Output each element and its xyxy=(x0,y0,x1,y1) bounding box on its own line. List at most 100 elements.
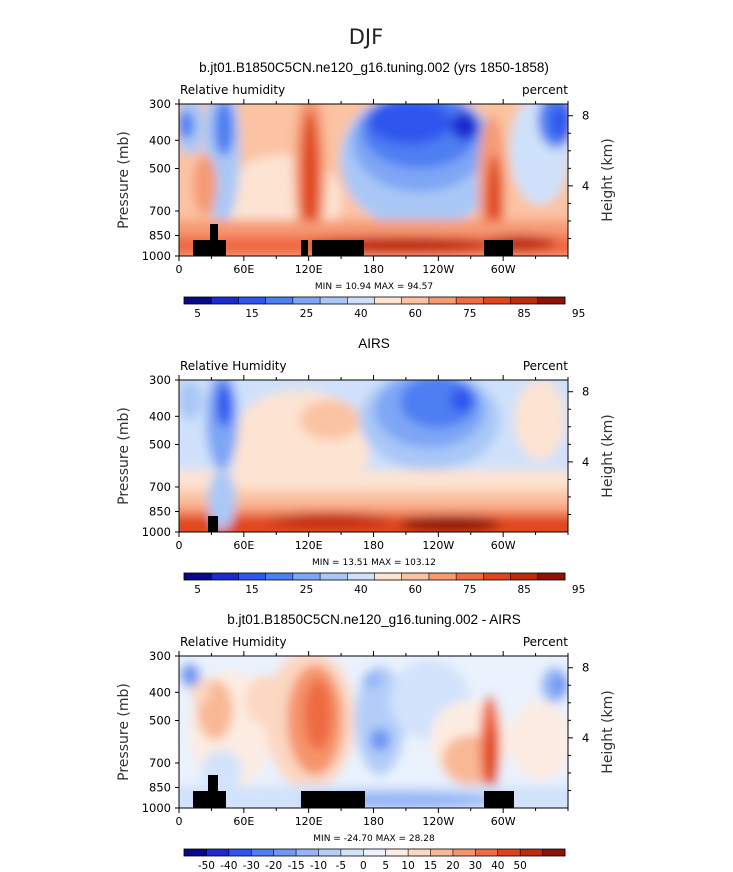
units-label: Percent xyxy=(523,359,568,373)
colorbar-swatch xyxy=(320,573,348,580)
panel-title: b.jt01.B1850C5CN.ne120_g16.tuning.002 (y… xyxy=(199,60,549,75)
colorbar-label: 85 xyxy=(517,308,530,320)
y-tick-label: 300 xyxy=(149,373,171,387)
x-tick-label: 0 xyxy=(176,263,183,276)
colorbar-swatch xyxy=(296,849,319,856)
min-max-stats: MIN = -24.70 MAX = 28.28 xyxy=(313,834,435,844)
colorbar-swatch xyxy=(184,849,207,856)
right-tick-label: 8 xyxy=(582,109,589,123)
x-tick-label: 0 xyxy=(176,815,183,828)
land-mask xyxy=(301,240,308,256)
colorbar-label: 60 xyxy=(409,308,422,320)
colorbar-swatch xyxy=(292,297,321,304)
colorbar-swatch xyxy=(520,849,543,856)
colorbar-swatch xyxy=(497,849,521,856)
colorbar-swatch xyxy=(347,297,375,304)
colorbar-label: 95 xyxy=(572,308,585,320)
colorbar-swatch xyxy=(238,297,266,304)
variable-label: Relative Humidity xyxy=(180,635,287,649)
colorbar-frame xyxy=(183,296,566,305)
colorbar-label: 5 xyxy=(194,308,201,320)
colorbar-swatch xyxy=(318,849,342,856)
y-tick-label: 700 xyxy=(149,204,171,218)
colorbar-swatch xyxy=(430,849,454,856)
colorbar-label: 0 xyxy=(360,860,367,872)
contour-field xyxy=(179,380,568,532)
y-tick-label: 850 xyxy=(149,504,171,518)
y-tick-label: 500 xyxy=(149,713,171,727)
land-mask xyxy=(208,775,218,793)
colorbar-label: 60 xyxy=(409,584,422,596)
colorbar-label: -50 xyxy=(198,860,215,872)
colorbar-swatch xyxy=(456,297,484,304)
colorbar-swatch xyxy=(211,573,239,580)
colorbar: -50 -40 -30 -20 -15 -10 -5 0 5 10 15 20 30 40 50 xyxy=(183,848,566,872)
colorbar-swatch xyxy=(347,573,375,580)
right-axis-title: Height (km) xyxy=(600,690,616,773)
colorbar-label: 15 xyxy=(424,860,437,872)
colorbar-swatch xyxy=(510,573,539,580)
x-tick-label: 60W xyxy=(491,263,516,276)
colorbar-swatch xyxy=(374,573,403,580)
x-tick-label: 120E xyxy=(295,263,323,276)
colorbar-label: 20 xyxy=(446,860,459,872)
colorbar-label: 5 xyxy=(194,584,201,596)
colorbar-swatch xyxy=(273,849,297,856)
y-axis-title: Pressure (mb) xyxy=(116,407,132,505)
colorbar-swatch xyxy=(428,573,457,580)
colorbar-swatch xyxy=(184,297,212,304)
figure-title: DJF xyxy=(349,25,383,49)
x-tick-label: 60W xyxy=(491,539,516,552)
x-tick-label: 180 xyxy=(363,539,384,552)
x-tick-label: 120E xyxy=(295,539,323,552)
colorbar-swatch xyxy=(374,297,403,304)
min-max-stats: MIN = 13.51 MAX = 103.12 xyxy=(312,558,436,568)
land-mask xyxy=(312,240,364,256)
colorbar-label: 25 xyxy=(300,584,313,596)
y-tick-label: 1000 xyxy=(142,249,171,263)
colorbar-swatch xyxy=(537,573,566,580)
panel-difference: b.jt01.B1850C5CN.ne120_g16.tuning.002 - … xyxy=(179,612,568,808)
colorbar-swatch xyxy=(206,849,230,856)
x-tick-label: 120W xyxy=(422,815,454,828)
colorbar-label: -15 xyxy=(287,860,304,872)
y-axis-title: Pressure (mb) xyxy=(116,131,132,229)
colorbar-label: -20 xyxy=(265,860,282,872)
y-tick-label: 300 xyxy=(149,649,171,663)
land-mask xyxy=(484,791,514,808)
colorbar-swatch xyxy=(385,849,409,856)
colorbar-swatch xyxy=(483,297,511,304)
colorbar-label: 5 xyxy=(382,860,389,872)
y-tick-label: 850 xyxy=(149,780,171,794)
colorbar-label: -10 xyxy=(310,860,327,872)
colorbar-swatch xyxy=(475,849,499,856)
y-tick-label: 400 xyxy=(149,409,171,423)
y-tick-label: 700 xyxy=(149,480,171,494)
colorbar-swatch xyxy=(340,849,364,856)
right-tick-label: 4 xyxy=(582,179,589,193)
land-mask xyxy=(193,240,226,256)
contour-field xyxy=(179,104,568,256)
colorbar-label: 75 xyxy=(463,584,476,596)
colorbar: 5 15 25 40 60 75 85 95 xyxy=(183,572,585,596)
colorbar-label: 40 xyxy=(354,584,367,596)
x-tick-label: 120W xyxy=(422,263,454,276)
right-tick-label: 8 xyxy=(582,385,589,399)
y-tick-label: 1000 xyxy=(142,525,171,539)
y-tick-label: 700 xyxy=(149,756,171,770)
colorbar-swatch xyxy=(408,849,431,856)
land-mask xyxy=(301,791,365,808)
colorbar-frame xyxy=(183,848,566,857)
y-tick-label: 400 xyxy=(149,685,171,699)
right-axis-title: Height (km) xyxy=(600,138,616,221)
panel-airs: AIRS Relative Humidity Percent xyxy=(179,336,568,532)
colorbar-swatch xyxy=(542,849,566,856)
colorbar-swatch xyxy=(238,573,266,580)
colorbar-label: 15 xyxy=(245,308,258,320)
colorbar-label: 10 xyxy=(401,860,414,872)
y-tick-label: 500 xyxy=(149,437,171,451)
colorbar: 5 15 25 40 60 75 85 95 xyxy=(183,296,585,320)
